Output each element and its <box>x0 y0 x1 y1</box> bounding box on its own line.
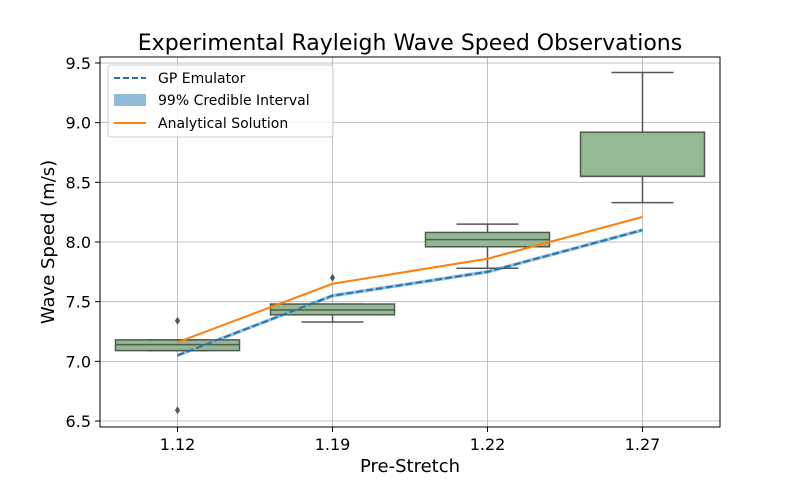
y-tick-label: 9.0 <box>66 114 91 133</box>
y-tick-label: 7.0 <box>66 352 91 371</box>
box-iqr <box>579 131 706 178</box>
legend: GP Emulator 99% Credible Interval Analyt… <box>107 64 334 138</box>
y-tick-label: 6.5 <box>66 412 91 431</box>
legend-frame <box>107 64 334 138</box>
x-axis-label: Pre-Stretch <box>360 456 460 477</box>
legend-gp-emulator-label: GP Emulator <box>158 71 246 87</box>
box-plots <box>114 71 706 415</box>
x-tick-label: 1.12 <box>160 435 196 454</box>
gp-emulator-line <box>177 229 643 357</box>
legend-analytical-solution-label: Analytical Solution <box>158 116 288 132</box>
y-axis-label: Wave Speed (m/s) <box>38 160 59 324</box>
y-tick-label: 8.5 <box>66 173 91 192</box>
box-outlier <box>174 406 181 415</box>
series-lines <box>177 215 643 357</box>
box-outlier <box>174 316 181 325</box>
analytical-solution-line <box>177 215 643 344</box>
y-tick-label: 8.0 <box>66 233 91 252</box>
box-outlier <box>329 273 336 282</box>
y-tick-label: 9.5 <box>66 54 91 73</box>
x-tick-label: 1.19 <box>315 435 351 454</box>
y-tick-label: 7.5 <box>66 293 91 312</box>
axis-ticks: 6.5 7.0 7.5 8.0 8.5 9.0 9.5 1.12 1.19 1.22 1.27 <box>66 54 661 454</box>
legend-credible-interval-swatch <box>114 94 146 106</box>
x-tick-label: 1.27 <box>625 435 661 454</box>
chart-title: Experimental Rayleigh Wave Speed Observa… <box>138 31 682 56</box>
legend-credible-interval-label: 99% Credible Interval <box>158 93 310 109</box>
x-tick-label: 1.22 <box>470 435 506 454</box>
